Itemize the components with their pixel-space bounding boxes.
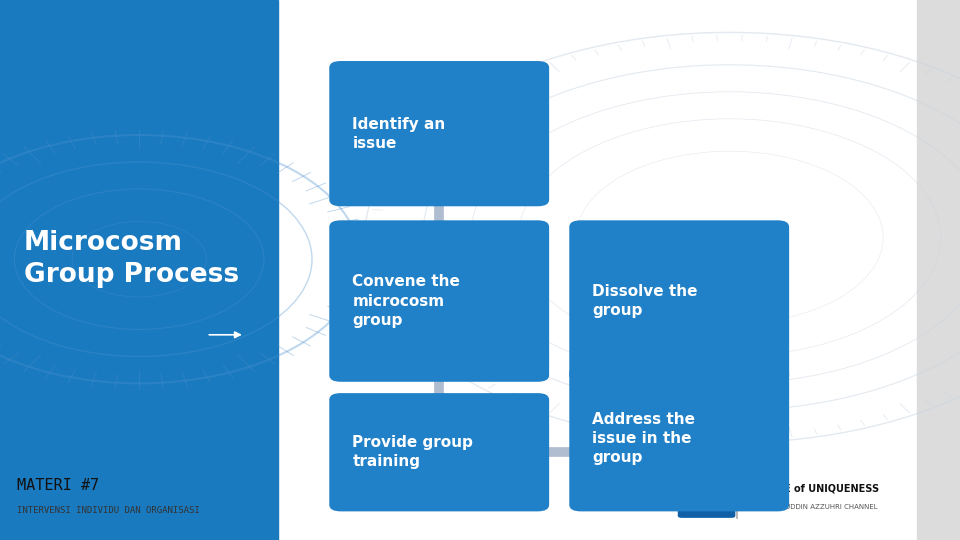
Text: Provide group
training: Provide group training bbox=[352, 435, 473, 469]
Text: Identify an
issue: Identify an issue bbox=[352, 117, 445, 151]
FancyBboxPatch shape bbox=[569, 220, 789, 382]
Text: Dissolve the
group: Dissolve the group bbox=[592, 284, 698, 318]
FancyBboxPatch shape bbox=[329, 61, 549, 206]
Text: M: M bbox=[747, 489, 765, 507]
FancyBboxPatch shape bbox=[329, 393, 549, 511]
FancyBboxPatch shape bbox=[329, 220, 549, 382]
Text: Microcosm
Group Process: Microcosm Group Process bbox=[24, 230, 239, 288]
Text: Convene the
microcosm
group: Convene the microcosm group bbox=[352, 274, 460, 328]
Text: mi: mi bbox=[699, 492, 714, 502]
Text: INTERVENSI INDIVIDU DAN ORGANISASI: INTERVENSI INDIVIDU DAN ORGANISASI bbox=[17, 506, 200, 515]
Text: Address the
issue in the
group: Address the issue in the group bbox=[592, 412, 695, 465]
Bar bbox=[0, 0, 278, 540]
Text: MISBAHUDDIN AZZUHRI CHANNEL: MISBAHUDDIN AZZUHRI CHANNEL bbox=[758, 503, 878, 510]
Text: MATERI #7: MATERI #7 bbox=[17, 478, 100, 494]
FancyBboxPatch shape bbox=[678, 476, 735, 518]
Text: HOME of UNIQUENESS: HOME of UNIQUENESS bbox=[758, 484, 879, 494]
Bar bbox=[917, 0, 960, 540]
FancyBboxPatch shape bbox=[569, 366, 789, 511]
